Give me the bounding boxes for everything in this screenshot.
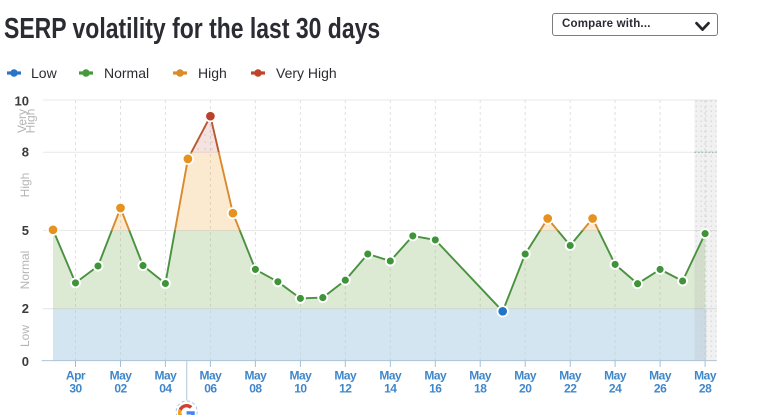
svg-text:0: 0 <box>22 354 29 369</box>
svg-text:10: 10 <box>294 382 307 396</box>
svg-text:5: 5 <box>22 223 29 238</box>
svg-text:Normal: Normal <box>18 251 32 290</box>
svg-text:28: 28 <box>699 382 712 396</box>
svg-text:Low: Low <box>18 325 32 347</box>
svg-text:May: May <box>424 369 447 383</box>
svg-text:30: 30 <box>69 382 82 396</box>
svg-text:May: May <box>379 369 402 383</box>
svg-text:2: 2 <box>22 301 29 316</box>
svg-text:12: 12 <box>339 382 352 396</box>
svg-text:May: May <box>154 369 177 383</box>
svg-text:10: 10 <box>15 94 29 109</box>
svg-text:May: May <box>604 369 627 383</box>
svg-text:May: May <box>199 369 222 383</box>
svg-text:Apr: Apr <box>66 369 86 383</box>
svg-text:16: 16 <box>429 382 442 396</box>
svg-text:May: May <box>559 369 582 383</box>
svg-text:High: High <box>24 109 38 134</box>
svg-text:May: May <box>649 369 672 383</box>
svg-text:May: May <box>334 369 357 383</box>
svg-text:8: 8 <box>22 145 29 160</box>
svg-text:26: 26 <box>654 382 667 396</box>
svg-text:May: May <box>469 369 492 383</box>
svg-text:Very: Very <box>15 109 29 133</box>
svg-text:May: May <box>694 369 717 383</box>
svg-text:May: May <box>289 369 312 383</box>
svg-text:08: 08 <box>249 382 262 396</box>
svg-text:04: 04 <box>159 382 172 396</box>
svg-text:02: 02 <box>114 382 127 396</box>
svg-text:06: 06 <box>204 382 217 396</box>
svg-text:20: 20 <box>519 382 532 396</box>
svg-text:14: 14 <box>384 382 397 396</box>
svg-text:24: 24 <box>609 382 622 396</box>
svg-text:High: High <box>18 173 32 198</box>
svg-text:22: 22 <box>564 382 577 396</box>
svg-text:May: May <box>110 369 133 383</box>
svg-text:May: May <box>244 369 267 383</box>
svg-text:May: May <box>514 369 537 383</box>
svg-text:18: 18 <box>474 382 487 396</box>
